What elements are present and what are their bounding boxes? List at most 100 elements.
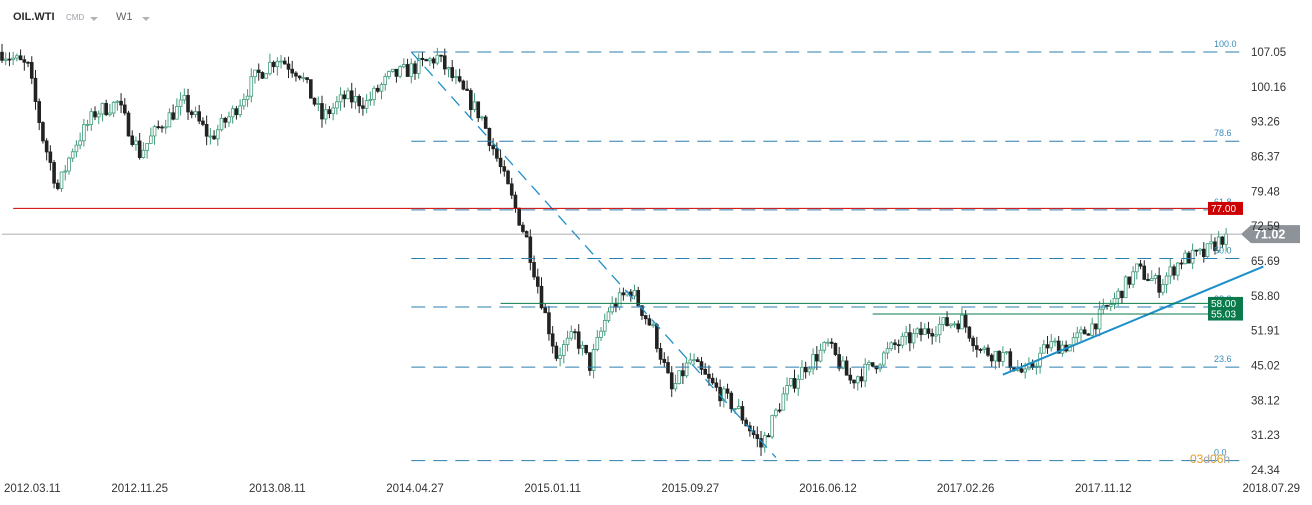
candle bbox=[1015, 359, 1020, 372]
candle bbox=[882, 350, 886, 368]
candle bbox=[78, 132, 82, 150]
candle bbox=[692, 353, 696, 366]
candle bbox=[156, 120, 161, 130]
timeframe-dropdown-icon[interactable] bbox=[142, 17, 150, 21]
candle bbox=[829, 338, 834, 349]
candle bbox=[547, 305, 551, 341]
candle bbox=[1194, 249, 1199, 257]
candle bbox=[1064, 340, 1068, 353]
y-tick-label: 31.23 bbox=[1251, 430, 1280, 442]
candle bbox=[1094, 323, 1098, 336]
candle bbox=[714, 377, 719, 392]
candle bbox=[811, 348, 815, 375]
candle bbox=[446, 66, 451, 78]
candle bbox=[189, 109, 194, 119]
candle bbox=[948, 323, 953, 329]
symbol-label[interactable]: OIL.WTI bbox=[13, 11, 55, 23]
price-level: 55.03 bbox=[872, 307, 1243, 321]
candle bbox=[338, 87, 343, 111]
candle bbox=[119, 93, 123, 114]
candle bbox=[375, 84, 380, 93]
candle bbox=[1149, 270, 1154, 281]
candle bbox=[349, 82, 354, 109]
candle bbox=[766, 433, 771, 438]
candle bbox=[372, 85, 376, 106]
candle bbox=[1053, 337, 1057, 347]
candle bbox=[695, 356, 700, 363]
candle bbox=[256, 63, 261, 81]
candle bbox=[1034, 362, 1039, 375]
candle bbox=[175, 98, 179, 120]
candle bbox=[517, 207, 521, 226]
candle bbox=[234, 106, 239, 120]
candle bbox=[736, 398, 741, 410]
candle bbox=[1090, 317, 1094, 338]
candle bbox=[699, 356, 704, 375]
candle bbox=[1201, 242, 1206, 263]
candle bbox=[509, 177, 514, 200]
candle bbox=[476, 101, 481, 123]
candle bbox=[941, 317, 946, 332]
instrument-dropdown-icon[interactable] bbox=[90, 17, 98, 21]
fib-label: 100.0 bbox=[1214, 39, 1237, 49]
candle bbox=[428, 56, 432, 67]
candle bbox=[483, 114, 488, 129]
candle bbox=[863, 358, 868, 388]
candle bbox=[37, 98, 42, 131]
level-tag bbox=[1208, 201, 1243, 215]
candle bbox=[18, 49, 23, 61]
candle bbox=[822, 340, 827, 354]
candle bbox=[725, 383, 730, 399]
candle bbox=[963, 310, 968, 333]
y-tick-label: 79.48 bbox=[1251, 186, 1280, 198]
fib-level: 23.6 bbox=[411, 354, 1244, 368]
candle bbox=[435, 47, 440, 66]
candle bbox=[755, 426, 760, 448]
candle bbox=[3, 52, 8, 66]
candle bbox=[22, 55, 27, 71]
candle bbox=[1120, 290, 1124, 304]
candle bbox=[1071, 332, 1076, 353]
candles-layer bbox=[0, 43, 1228, 456]
candle bbox=[573, 328, 577, 340]
candle bbox=[390, 68, 395, 73]
candle bbox=[85, 119, 90, 131]
candle bbox=[495, 142, 499, 162]
candle bbox=[1056, 335, 1061, 354]
candle bbox=[550, 326, 555, 354]
candle bbox=[971, 335, 975, 352]
candle bbox=[472, 93, 477, 113]
candle bbox=[413, 60, 417, 80]
timeframe-selector[interactable]: W1 bbox=[116, 11, 133, 23]
candle bbox=[1131, 266, 1135, 289]
candle bbox=[803, 361, 808, 379]
candle bbox=[469, 88, 473, 119]
candle bbox=[867, 360, 871, 371]
candle bbox=[275, 57, 280, 76]
candle-countdown: 03d06h bbox=[1190, 452, 1230, 466]
x-tick-label: 2012.03.11 bbox=[4, 483, 61, 495]
candle bbox=[521, 222, 525, 234]
candle bbox=[364, 94, 369, 114]
candle bbox=[1108, 299, 1113, 312]
candle bbox=[1183, 249, 1187, 265]
candle bbox=[115, 100, 120, 111]
candle bbox=[379, 82, 384, 100]
candle bbox=[357, 94, 361, 114]
candle bbox=[602, 313, 607, 336]
candle bbox=[134, 136, 138, 151]
candle bbox=[885, 341, 890, 360]
x-tick-label: 2015.01.11 bbox=[524, 483, 581, 495]
level-tag bbox=[1208, 307, 1243, 321]
level-tag-label: 77.00 bbox=[1211, 204, 1236, 215]
candle bbox=[41, 121, 45, 144]
candle bbox=[67, 156, 71, 175]
candle bbox=[982, 345, 987, 354]
candle bbox=[1172, 264, 1176, 280]
y-tick-label: 93.26 bbox=[1251, 117, 1280, 129]
y-tick-label: 51.91 bbox=[1251, 326, 1280, 338]
candle bbox=[1075, 326, 1080, 345]
candle bbox=[870, 362, 875, 368]
candle bbox=[402, 58, 406, 69]
